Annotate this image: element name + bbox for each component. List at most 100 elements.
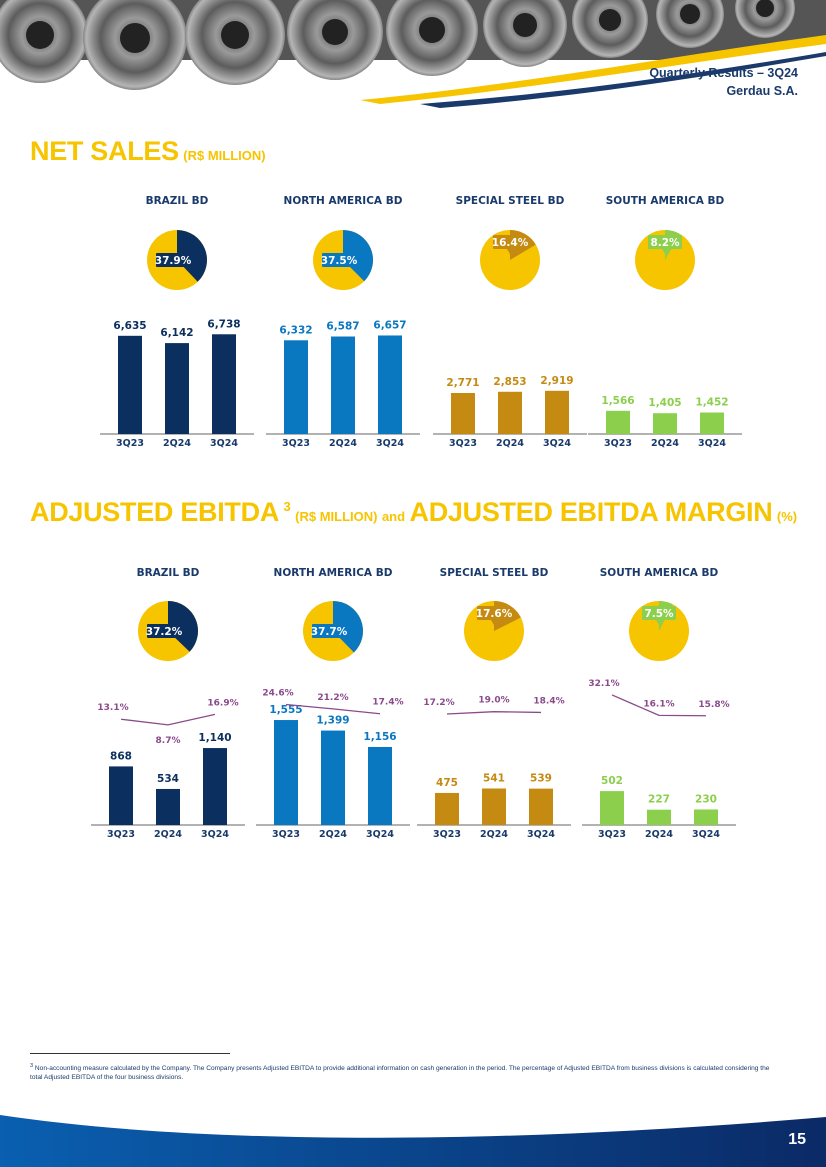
ebitda-brazil-bd-title: BRAZIL BD xyxy=(137,567,200,579)
net-sales-special-steel-bd-bar xyxy=(545,390,569,434)
ebitda-north-america-bd-tick-label: 3Q24 xyxy=(366,829,394,840)
ebitda-north-america-bd-pie-label: 37.7% xyxy=(311,626,348,638)
ebitda-south-america-bd-bar xyxy=(647,809,671,825)
ebitda-brazil-bd-margin-line xyxy=(120,713,216,726)
ebitda-south-america-bd-title: SOUTH AMERICA BD xyxy=(600,567,719,579)
ebitda-south-america-bd-margin-label: 16.1% xyxy=(643,699,674,709)
ebitda-south-america-bd-bar xyxy=(694,809,718,825)
net-sales-south-america-bd-bar xyxy=(606,410,630,434)
report-title: Quarterly Results – 3Q24 xyxy=(649,66,798,80)
net-sales-south-america-bd-bar xyxy=(653,413,677,434)
net-sales-special-steel-bd-pie-label-pointer xyxy=(507,249,513,254)
net-sales-brazil-bd-bar xyxy=(212,334,236,434)
ebitda-title: ADJUSTED EBITDA 3 (R$ MILLION) and ADJUS… xyxy=(30,497,798,527)
ebitda-special-steel-bd-value-label: 539 xyxy=(530,773,552,785)
ebitda-north-america-bd-margin-line xyxy=(285,703,381,715)
ebitda-special-steel-bd-bar xyxy=(435,792,459,825)
ebitda-north-america-bd-tick-label: 2Q24 xyxy=(319,829,347,840)
net-sales-north-america-bd-bar xyxy=(284,340,308,434)
net-sales-charts: BRAZIL BD 37.9% 6,635 3Q23 6,142 2Q24 6,738 3Q2… xyxy=(100,195,742,449)
net-sales-south-america-bd-tick-label: 2Q24 xyxy=(651,438,679,449)
net-sales-north-america-bd-tick-label: 3Q24 xyxy=(376,438,404,449)
ebitda-south-america-bd-pie-label-pointer xyxy=(656,620,662,625)
net-sales-brazil-bd-tick-label: 3Q23 xyxy=(116,438,144,449)
ebitda-north-america-bd-bar xyxy=(368,746,392,825)
ebitda-special-steel-bd-margin-label: 18.4% xyxy=(533,696,564,706)
net-sales-north-america-bd-bar xyxy=(331,336,355,434)
ebitda-brazil-bd-tick-label: 2Q24 xyxy=(154,829,182,840)
ebitda-special-steel-bd-bar xyxy=(529,788,553,825)
company-name: Gerdau S.A. xyxy=(726,84,798,98)
net-sales-brazil-bd-pie-label: 37.9% xyxy=(155,255,192,267)
net-sales-brazil-bd-pie-label-box xyxy=(156,253,190,267)
ebitda-brazil-bd-tick-label: 3Q23 xyxy=(107,829,135,840)
net-sales-south-america-bd-pie-label: 8.2% xyxy=(650,237,680,249)
ebitda-brazil-bd-pie-label-box xyxy=(147,624,181,638)
ebitda-special-steel-bd-margin-line xyxy=(446,711,542,715)
net-sales-title: NET SALES (R$ MILLION) xyxy=(30,136,266,166)
ebitda-special-steel-bd-pie-label-pointer xyxy=(491,620,497,625)
ebitda-south-america-bd-tick-label: 3Q24 xyxy=(692,829,720,840)
footer-banner xyxy=(0,1115,826,1167)
net-sales-north-america-bd-tick-label: 3Q23 xyxy=(282,438,310,449)
ebitda-brazil-bd-value-label: 1,140 xyxy=(198,732,231,744)
ebitda-brazil-bd-tick-label: 3Q24 xyxy=(201,829,229,840)
ebitda-special-steel-bd-tick-label: 2Q24 xyxy=(480,829,508,840)
ebitda-brazil-bd-margin-label: 16.9% xyxy=(207,698,238,708)
net-sales-brazil-bd-value-label: 6,738 xyxy=(207,318,240,330)
header-banner-image xyxy=(0,0,826,120)
ebitda-brazil-bd-pie-label: 37.2% xyxy=(146,626,183,638)
ebitda-north-america-bd-margin-label: 21.2% xyxy=(317,693,348,703)
ebitda-brazil-bd-bar xyxy=(156,788,180,825)
ebitda-north-america-bd-pie-label-box xyxy=(312,624,346,638)
net-sales-north-america-bd-value-label: 6,657 xyxy=(373,319,406,331)
net-sales-brazil-bd-bar xyxy=(118,335,142,434)
net-sales-north-america-bd-value-label: 6,332 xyxy=(279,324,312,336)
net-sales-special-steel-bd-value-label: 2,853 xyxy=(493,376,526,388)
ebitda-north-america-bd-title: NORTH AMERICA BD xyxy=(274,567,393,579)
net-sales-special-steel-bd-pie-label: 16.4% xyxy=(492,237,529,249)
ebitda-brazil-bd-pie-slice xyxy=(168,601,199,652)
net-sales-brazil-bd-title: BRAZIL BD xyxy=(146,195,209,207)
ebitda-south-america-bd-value-label: 227 xyxy=(648,794,670,806)
net-sales-north-america-bd-tick-label: 2Q24 xyxy=(329,438,357,449)
net-sales-brazil-bd-pie-slice xyxy=(177,230,208,282)
ebitda-north-america-bd-pie-slice xyxy=(333,601,364,653)
net-sales-special-steel-bd-bar xyxy=(498,391,522,434)
ebitda-south-america-bd-margin-label: 15.8% xyxy=(698,700,729,710)
ebitda-special-steel-bd-tick-label: 3Q24 xyxy=(527,829,555,840)
ebitda-brazil-bd-bar xyxy=(109,766,133,825)
net-sales-south-america-bd-value-label: 1,566 xyxy=(601,395,634,407)
ebitda-south-america-bd-value-label: 502 xyxy=(601,775,623,787)
ebitda-special-steel-bd-bar xyxy=(482,788,506,825)
net-sales-brazil-bd-tick-label: 3Q24 xyxy=(210,438,238,449)
ebitda-south-america-bd-pie-label: 7.5% xyxy=(644,608,674,620)
ebitda-south-america-bd-margin-line xyxy=(611,694,707,717)
footnote-divider xyxy=(30,1053,230,1054)
net-sales-south-america-bd-title: SOUTH AMERICA BD xyxy=(606,195,725,207)
ebitda-south-america-bd-margin-label: 32.1% xyxy=(588,679,619,689)
net-sales-north-america-bd-pie-label-box xyxy=(322,253,356,267)
ebitda-special-steel-bd-margin-label: 19.0% xyxy=(478,696,509,706)
ebitda-brazil-bd-margin-label: 8.7% xyxy=(156,736,181,746)
net-sales-north-america-bd-pie-label: 37.5% xyxy=(321,255,358,267)
net-sales-brazil-bd-bar xyxy=(165,343,189,434)
ebitda-brazil-bd-margin-label: 13.1% xyxy=(97,703,128,713)
ebitda-south-america-bd-tick-label: 3Q23 xyxy=(598,829,626,840)
net-sales-north-america-bd-bar xyxy=(378,335,402,434)
ebitda-brazil-bd-value-label: 868 xyxy=(110,750,132,762)
ebitda-special-steel-bd-pie-label-box xyxy=(477,606,511,620)
net-sales-special-steel-bd-tick-label: 2Q24 xyxy=(496,438,524,449)
net-sales-south-america-bd-tick-label: 3Q24 xyxy=(698,438,726,449)
ebitda-special-steel-bd-value-label: 541 xyxy=(483,772,505,784)
net-sales-south-america-bd-bar xyxy=(700,412,724,434)
ebitda-brazil-bd-value-label: 534 xyxy=(157,773,179,785)
net-sales-brazil-bd-value-label: 6,142 xyxy=(160,327,193,339)
report-header: Quarterly Results – 3Q24 Gerdau S.A. xyxy=(649,64,798,100)
ebitda-special-steel-bd-value-label: 475 xyxy=(436,777,458,789)
ebitda-north-america-bd-value-label: 1,555 xyxy=(269,704,302,716)
ebitda-north-america-bd-bar xyxy=(274,720,298,825)
net-sales-south-america-bd-pie-label-pointer xyxy=(662,249,668,254)
net-sales-north-america-bd-title: NORTH AMERICA BD xyxy=(284,195,403,207)
net-sales-special-steel-bd-title: SPECIAL STEEL BD xyxy=(456,195,565,207)
